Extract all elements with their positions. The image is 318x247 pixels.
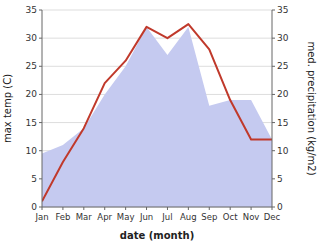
- x-tick-label: Apr: [97, 212, 112, 222]
- y-tick: [39, 94, 42, 95]
- y-tick: [39, 66, 42, 67]
- x-tick-label: Jun: [139, 212, 153, 222]
- y2-tick: [272, 122, 275, 123]
- y2-axis-label: med. precipitation (kg/m2): [306, 41, 317, 175]
- y-tick-label: 20: [26, 89, 38, 99]
- x-tick: [272, 207, 273, 210]
- y2-tick-label: 25: [277, 61, 288, 71]
- y-tick-label: 35: [26, 5, 37, 15]
- y2-tick-label: 20: [277, 89, 289, 99]
- y2-tick: [272, 66, 275, 67]
- y-tick-label: 15: [26, 118, 37, 128]
- y-tick-label: 10: [26, 146, 38, 156]
- chart: 0 5 10 15 20 25 30 35 0 5 10 15 20 25 30 35 Jan Feb Mar Apr…: [0, 0, 318, 247]
- x-tick-label: Jul: [161, 212, 172, 222]
- y-tick-label: 30: [26, 33, 38, 43]
- y-tick: [39, 178, 42, 179]
- axes: 0 5 10 15 20 25 30 35 0 5 10 15 20 25 30 35 Jan Feb Mar Apr…: [26, 5, 289, 222]
- x-tick: [209, 207, 210, 210]
- x-tick-label: Sep: [201, 212, 217, 222]
- x-tick: [146, 207, 147, 210]
- y-tick: [39, 122, 42, 123]
- x-tick: [188, 207, 189, 210]
- x-tick-label: Oct: [223, 212, 238, 222]
- y2-tick-label: 35: [277, 5, 288, 15]
- plot-area: [42, 24, 272, 207]
- y-tick-label: 0: [31, 202, 37, 212]
- y2-tick-label: 0: [277, 202, 283, 212]
- x-tick: [104, 207, 105, 210]
- x-tick-label: May: [117, 212, 135, 222]
- y-tick-label: 5: [31, 174, 37, 184]
- x-tick-label: Aug: [180, 212, 197, 222]
- x-tick-label: Dec: [264, 212, 281, 222]
- x-axis-line: [42, 207, 272, 208]
- y-tick: [39, 38, 42, 39]
- x-tick-label: Jan: [34, 212, 48, 222]
- x-tick: [251, 207, 252, 210]
- y2-tick-label: 10: [277, 146, 289, 156]
- x-tick: [42, 207, 43, 210]
- grid-line: [42, 207, 272, 208]
- grid-line: [42, 10, 272, 11]
- grid-line: [42, 38, 272, 39]
- x-tick: [125, 207, 126, 210]
- y-tick: [39, 10, 42, 11]
- x-tick: [62, 207, 63, 210]
- line: [42, 24, 272, 201]
- y2-tick: [272, 178, 275, 179]
- y2-axis-line: [272, 10, 273, 207]
- x-tick-label: Nov: [243, 212, 260, 222]
- area: [42, 27, 272, 207]
- y2-tick: [272, 150, 275, 151]
- y2-tick-label: 15: [277, 118, 288, 128]
- y2-tick-label: 5: [277, 174, 283, 184]
- y2-tick: [272, 10, 275, 11]
- y-tick: [39, 150, 42, 151]
- y2-tick: [272, 94, 275, 95]
- y2-tick: [272, 38, 275, 39]
- y-axis-label: max temp (C): [2, 74, 13, 143]
- x-tick-label: Feb: [55, 212, 70, 222]
- grid: [42, 10, 272, 207]
- x-tick: [83, 207, 84, 210]
- y-tick-label: 25: [26, 61, 37, 71]
- x-tick: [230, 207, 231, 210]
- x-tick: [167, 207, 168, 210]
- x-tick-label: Mar: [76, 212, 93, 222]
- y-axis-line: [42, 10, 43, 207]
- y2-tick-label: 30: [277, 33, 289, 43]
- x-axis-label: date (month): [120, 230, 194, 241]
